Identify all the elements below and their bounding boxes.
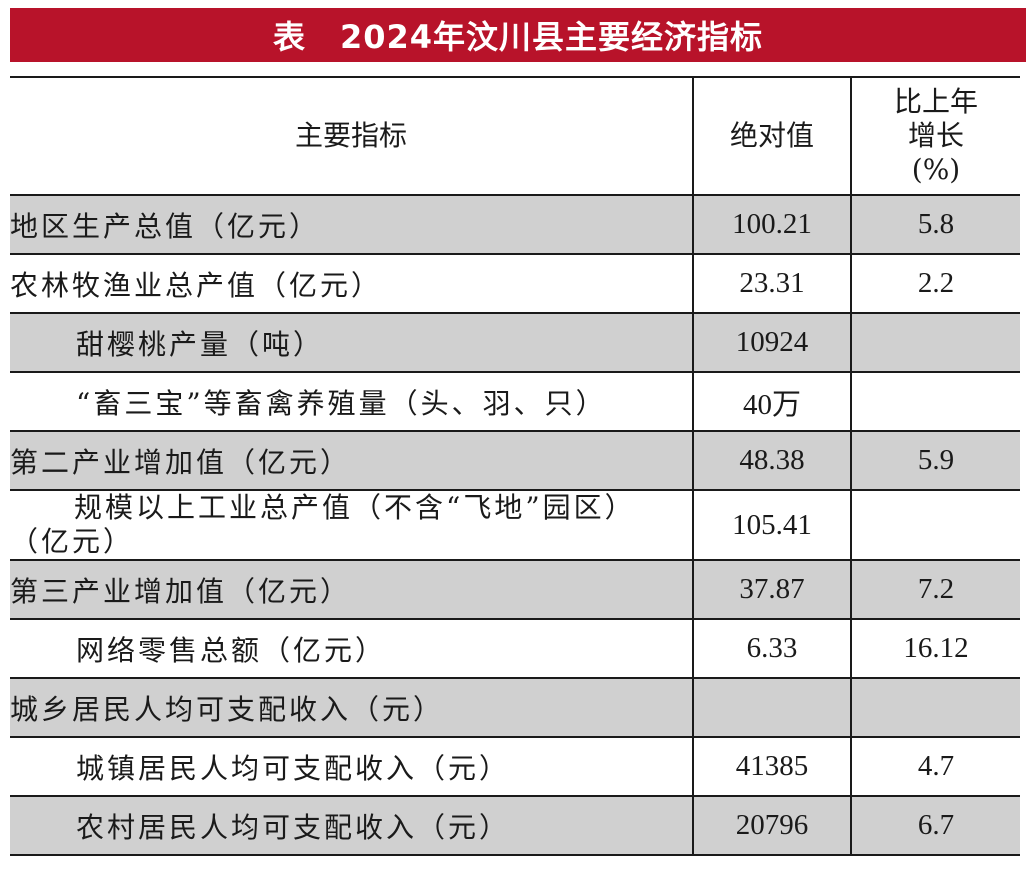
row-growth: 16.12 <box>850 618 1020 679</box>
row-growth <box>850 312 1020 373</box>
row-growth <box>850 371 1020 432</box>
row-growth: 7.2 <box>850 559 1020 620</box>
header-growth-line1: 比上年 <box>893 85 978 118</box>
table-title-text: 2024年汶川县主要经济指标 <box>339 18 764 56</box>
row-growth: 5.9 <box>850 430 1020 491</box>
row-growth: 6.7 <box>850 795 1020 856</box>
row-value: 23.31 <box>692 253 851 314</box>
row-label: 第三产业增加值（亿元） <box>10 559 693 620</box>
row-label-line1: 规模以上工业总产值（不含“飞地”园区） <box>74 491 636 524</box>
row-growth: 2.2 <box>850 253 1020 314</box>
table-row: 网络零售总额（亿元） 6.33 16.12 <box>10 618 1020 679</box>
row-value: 48.38 <box>692 430 851 491</box>
table-row: 规模以上工业总产值（不含“飞地”园区） （亿元） 105.41 <box>10 489 1020 561</box>
row-label: 第二产业增加值（亿元） <box>10 430 693 491</box>
table-title: 表 2024年汶川县主要经济指标 <box>10 8 1026 62</box>
row-value: 105.41 <box>692 489 851 561</box>
table-row: 地区生产总值（亿元） 100.21 5.8 <box>10 194 1020 255</box>
header-value: 绝对值 <box>692 76 851 196</box>
row-label: 农村居民人均可支配收入（元） <box>10 795 693 856</box>
row-label: 网络零售总额（亿元） <box>10 618 693 679</box>
table-row: 第三产业增加值（亿元） 37.87 7.2 <box>10 559 1020 620</box>
table-row: “畜三宝”等畜禽养殖量（头、羽、只） 40万 <box>10 371 1020 432</box>
table-row: 甜樱桃产量（吨） 10924 <box>10 312 1020 373</box>
row-value: 100.21 <box>692 194 851 255</box>
table-row: 城乡居民人均可支配收入（元） <box>10 677 1020 738</box>
row-label: 农林牧渔业总产值（亿元） <box>10 253 693 314</box>
row-label: 地区生产总值（亿元） <box>10 194 693 255</box>
table-header-row: 主要指标 绝对值 比上年 增长 (%) <box>10 76 1020 196</box>
table-row: 第二产业增加值（亿元） 48.38 5.9 <box>10 430 1020 491</box>
header-indicator: 主要指标 <box>10 76 693 196</box>
table-row: 农林牧渔业总产值（亿元） 23.31 2.2 <box>10 253 1020 314</box>
row-growth <box>850 677 1020 738</box>
table-row: 农村居民人均可支配收入（元） 20796 6.7 <box>10 795 1020 856</box>
table-row: 城镇居民人均可支配收入（元） 41385 4.7 <box>10 736 1020 797</box>
row-label-line2: （亿元） <box>10 525 135 558</box>
economic-indicators-table: 主要指标 绝对值 比上年 增长 (%) 地区生产总值（亿元） 100.21 5.… <box>10 76 1020 856</box>
header-growth: 比上年 增长 (%) <box>850 76 1020 196</box>
row-value: 20796 <box>692 795 851 856</box>
row-label: 城乡居民人均可支配收入（元） <box>10 677 693 738</box>
row-value: 10924 <box>692 312 851 373</box>
table-title-prefix: 表 <box>272 18 306 56</box>
row-value: 37.87 <box>692 559 851 620</box>
row-value: 6.33 <box>692 618 851 679</box>
row-growth <box>850 489 1020 561</box>
row-label: 城镇居民人均可支配收入（元） <box>10 736 693 797</box>
row-value: 40万 <box>692 371 851 432</box>
row-growth: 5.8 <box>850 194 1020 255</box>
row-label: “畜三宝”等畜禽养殖量（头、羽、只） <box>10 371 693 432</box>
row-value <box>692 677 851 738</box>
row-growth: 4.7 <box>850 736 1020 797</box>
row-label: 规模以上工业总产值（不含“飞地”园区） （亿元） <box>10 489 693 561</box>
header-growth-line2: 增长 <box>907 119 964 152</box>
header-growth-line3: (%) <box>911 153 961 186</box>
row-label: 甜樱桃产量（吨） <box>10 312 693 373</box>
row-value: 41385 <box>692 736 851 797</box>
